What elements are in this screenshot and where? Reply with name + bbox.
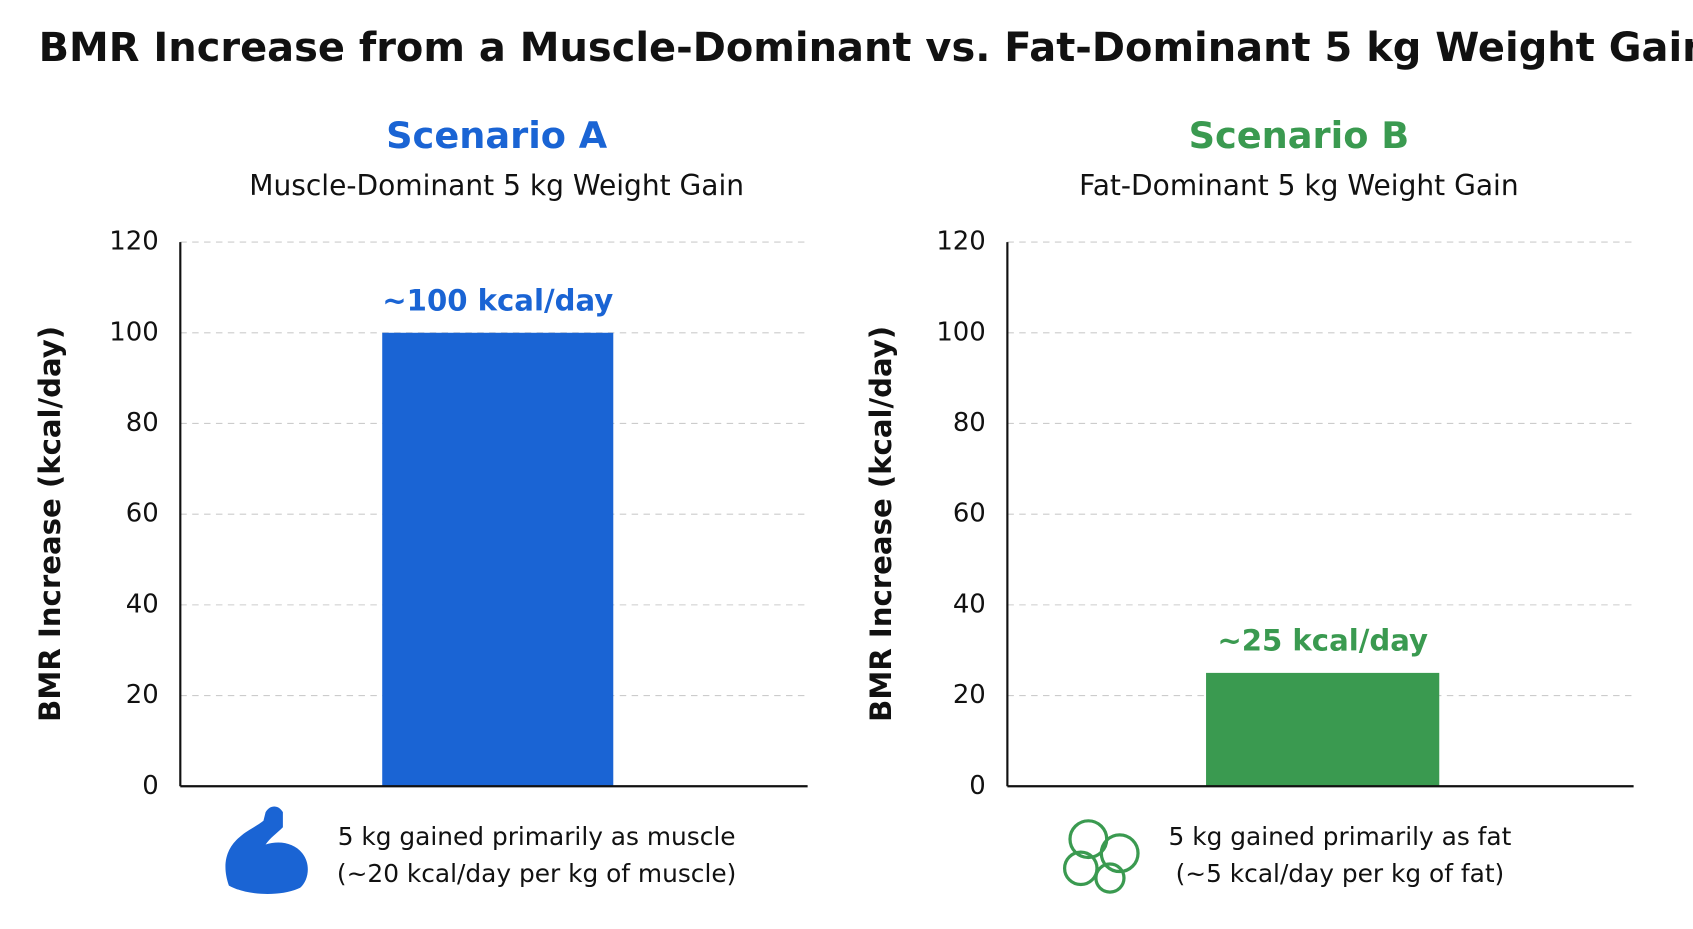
y-tick-label: 0 xyxy=(142,771,158,801)
page-title: BMR Increase from a Muscle-Dominant vs. … xyxy=(39,25,1693,71)
fat-icon xyxy=(1062,819,1140,894)
y-tick-label: 20 xyxy=(126,680,159,710)
chart-title: Scenario A xyxy=(386,114,608,157)
y-tick-label: 100 xyxy=(936,317,985,347)
y-tick-label: 100 xyxy=(109,317,158,347)
chart-subtitle: Muscle-Dominant 5 kg Weight Gain xyxy=(249,169,744,202)
value-label: ~25 kcal/day xyxy=(1217,624,1428,658)
y-axis-label: BMR Increase (kcal/day) xyxy=(864,326,898,722)
value-label: ~100 kcal/day xyxy=(382,284,613,318)
y-axis-label: BMR Increase (kcal/day) xyxy=(33,326,67,722)
y-tick-label: 80 xyxy=(126,408,159,438)
chart-subtitle: Fat-Dominant 5 kg Weight Gain xyxy=(1079,169,1518,202)
y-tick-label: 60 xyxy=(953,499,986,529)
y-tick-label: 40 xyxy=(953,589,986,619)
y-tick-label: 0 xyxy=(969,771,985,801)
y-tick-label: 120 xyxy=(936,227,985,257)
y-tick-label: 40 xyxy=(126,589,159,619)
annotation: (~20 kcal/day per kg of muscle) xyxy=(337,859,736,888)
chart-title: Scenario B xyxy=(1189,114,1410,157)
annotation: (~5 kcal/day per kg of fat) xyxy=(1176,859,1505,888)
y-tick-label: 120 xyxy=(109,227,158,257)
y-tick-label: 80 xyxy=(953,408,986,438)
annotation: 5 kg gained primarily as fat xyxy=(1169,822,1512,851)
bar xyxy=(382,332,614,787)
y-tick-label: 60 xyxy=(126,499,159,529)
y-tick-label: 20 xyxy=(953,680,986,710)
muscle-icon xyxy=(225,806,308,894)
annotation: 5 kg gained primarily as muscle xyxy=(338,822,736,851)
bar xyxy=(1206,672,1440,787)
